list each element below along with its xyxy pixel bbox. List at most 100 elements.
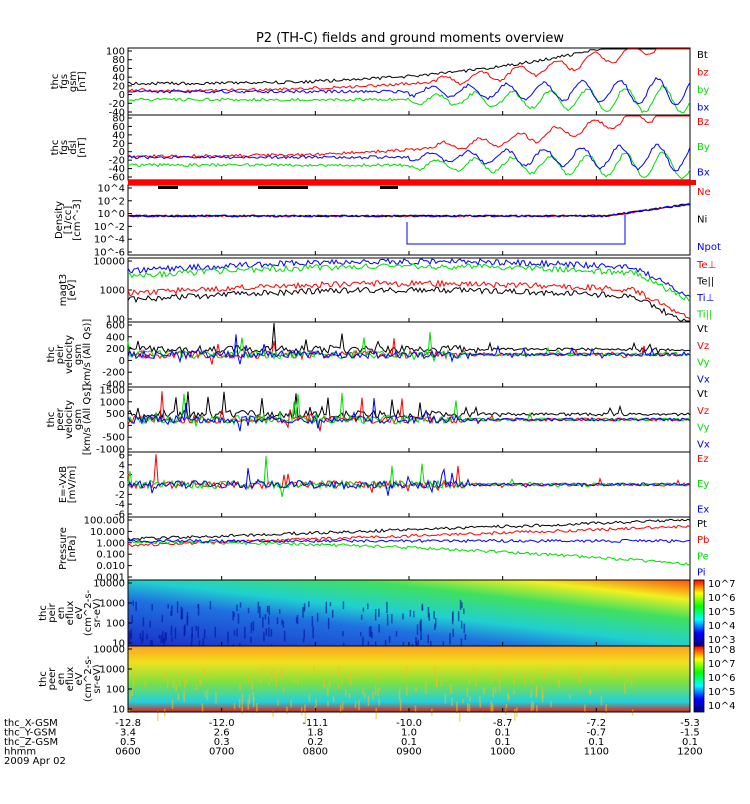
spectrogram-texture: [250, 622, 253, 634]
spectrogram-texture: [391, 614, 393, 624]
spectrogram-texture: [557, 679, 559, 685]
spectrogram-texture: [579, 677, 582, 684]
y-axis-label: [nT]: [77, 71, 88, 91]
x-row-label: thc_Z-GSM: [4, 737, 58, 748]
y-axis-label: velocity: [64, 400, 75, 439]
spectrogram-texture: [374, 608, 377, 621]
x-row-value: 3.4: [120, 728, 136, 739]
spectrogram-texture: [162, 630, 164, 643]
legend-bz: Bz: [697, 117, 709, 128]
spectrogram-texture: [239, 602, 242, 608]
y-axis-label: eflux: [65, 667, 76, 692]
spectrogram-texture: [359, 631, 362, 637]
y-axis-label: en: [56, 673, 67, 686]
spectrogram-texture: [175, 683, 177, 693]
y-tick-label: 2: [119, 470, 125, 481]
spectrogram-texture: [304, 704, 306, 713]
spectrogram-texture: [198, 640, 201, 648]
x-row-value: 0.1: [588, 737, 604, 748]
spectrogram-texture: [303, 629, 305, 639]
spectrogram-texture: [184, 624, 186, 636]
spectrogram-texture: [371, 631, 373, 639]
spectrogram-texture: [463, 608, 465, 615]
spectrogram-texture: [532, 701, 534, 710]
y-tick-label: 80: [112, 114, 125, 125]
spectrogram-texture: [415, 686, 417, 693]
y-axis-label: thc: [38, 671, 49, 687]
y-tick-label: 60: [112, 122, 125, 133]
spectrogram-texture: [128, 630, 131, 643]
y-tick-label: -4: [115, 500, 125, 511]
spectrogram-texture: [186, 611, 189, 624]
legend-ti||: Ti||: [696, 309, 712, 320]
spectrogram-texture: [241, 705, 244, 715]
spectrogram-texture: [362, 688, 364, 694]
spectrogram-texture: [257, 601, 260, 614]
trace-efield-blue: [127, 467, 691, 496]
trace-efield-red: [127, 454, 691, 493]
spectrogram-texture: [452, 611, 454, 622]
spectrogram-texture: [535, 686, 538, 698]
y-tick-label: -40: [109, 164, 125, 175]
y-tick-label: 600: [106, 321, 125, 332]
spectrogram-texture: [386, 601, 388, 614]
spectrogram-texture: [273, 668, 275, 679]
y-tick-label: 0: [119, 147, 125, 158]
y-tick-label: -200: [102, 368, 125, 379]
trace-efield-green: [127, 456, 691, 498]
spectrogram-texture: [236, 628, 238, 637]
y-tick-label: 10: [112, 705, 125, 716]
y-tick-label: 10000: [93, 645, 125, 656]
spectrogram-texture: [374, 641, 377, 647]
spectrogram-texture: [468, 703, 471, 712]
spectrogram-texture: [456, 701, 458, 714]
spectrogram-texture: [435, 675, 438, 687]
spectrogram-texture: [129, 693, 132, 700]
trace-fgs-gsm-red: [127, 48, 690, 93]
spectrogram-texture: [434, 617, 437, 628]
spectrogram-texture: [141, 638, 143, 644]
colorbar-tick-label: 10^6: [708, 593, 735, 604]
spectrogram-texture: [399, 698, 402, 711]
trace-density-blue: [127, 203, 691, 218]
spectrogram-texture: [362, 636, 364, 647]
spectrogram-texture: [452, 628, 454, 637]
legend-by: by: [697, 85, 709, 96]
spectrogram-texture: [342, 631, 344, 637]
spectrogram-texture: [434, 623, 436, 631]
colorbar-tick-label: 10^6: [708, 673, 735, 684]
spectrogram-texture: [605, 703, 607, 714]
spectrogram-texture: [498, 669, 500, 682]
spectrogram-texture: [133, 682, 135, 688]
spectrogram-texture: [259, 606, 261, 618]
spectrogram-texture: [524, 674, 526, 686]
spectrogram-texture: [239, 683, 241, 691]
spectrogram-texture: [327, 618, 330, 630]
y-tick-label: 0: [119, 421, 125, 432]
spectrogram-texture: [197, 604, 200, 616]
spectrogram-texture: [415, 636, 417, 644]
spectrogram-texture: [358, 699, 360, 711]
y-axis-label: thc: [46, 347, 57, 363]
spectrogram-texture: [630, 676, 633, 687]
spectrogram-texture: [282, 667, 284, 676]
y-axis-label: [km/s (All Qs)]: [82, 319, 93, 391]
spectrogram-texture: [341, 701, 344, 710]
y-axis-label: thc: [38, 605, 49, 621]
spectrogram-texture: [543, 668, 546, 680]
y-axis-label: fgs: [59, 74, 70, 89]
spectrogram-texture: [132, 600, 134, 606]
spectrogram-texture: [491, 703, 494, 712]
x-row-value: -10.0: [396, 718, 422, 729]
spectrogram-texture: [252, 691, 254, 701]
y-tick-label: -400: [102, 380, 125, 391]
x-row-value: 0900: [396, 747, 421, 758]
spectrogram-texture: [266, 605, 269, 613]
y-tick-label: 40: [112, 73, 125, 84]
legend-by: By: [697, 142, 710, 153]
spectrogram-texture: [283, 631, 286, 642]
spectrogram-texture: [466, 703, 469, 714]
spectrogram-texture: [174, 627, 177, 639]
